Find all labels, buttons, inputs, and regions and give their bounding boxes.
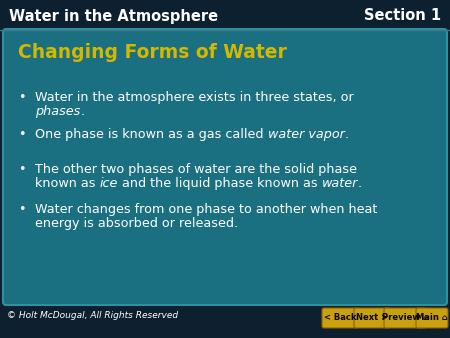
Text: Changing Forms of Water: Changing Forms of Water: [18, 43, 287, 62]
Text: water vapor: water vapor: [267, 128, 344, 141]
Text: Preview ⌂: Preview ⌂: [382, 314, 428, 322]
FancyBboxPatch shape: [3, 29, 447, 305]
Text: energy is absorbed or released.: energy is absorbed or released.: [35, 217, 238, 230]
Text: .: .: [358, 177, 362, 190]
Text: © Holt McDougal, All Rights Reserved: © Holt McDougal, All Rights Reserved: [7, 312, 178, 320]
Text: water: water: [321, 177, 358, 190]
Text: known as: known as: [35, 177, 99, 190]
Text: •: •: [18, 128, 26, 141]
Text: phases: phases: [35, 105, 80, 118]
FancyBboxPatch shape: [322, 308, 358, 328]
Text: One phase is known as a gas called: One phase is known as a gas called: [35, 128, 267, 141]
Text: and the liquid phase known as: and the liquid phase known as: [118, 177, 321, 190]
Text: •: •: [18, 163, 26, 176]
Text: Next >: Next >: [356, 314, 388, 322]
Text: .: .: [80, 105, 85, 118]
FancyBboxPatch shape: [354, 308, 390, 328]
Text: The other two phases of water are the solid phase: The other two phases of water are the so…: [35, 163, 357, 176]
Text: .: .: [344, 128, 348, 141]
Text: •: •: [18, 203, 26, 216]
Text: Section 1: Section 1: [364, 8, 441, 24]
FancyBboxPatch shape: [384, 308, 426, 328]
Text: < Back: < Back: [324, 314, 356, 322]
Text: Water in the atmosphere exists in three states, or: Water in the atmosphere exists in three …: [35, 91, 354, 104]
Text: Water in the Atmosphere: Water in the Atmosphere: [9, 8, 218, 24]
Text: ice: ice: [99, 177, 118, 190]
Text: •: •: [18, 91, 26, 104]
Text: Main ⌂: Main ⌂: [416, 314, 448, 322]
Text: Water changes from one phase to another when heat: Water changes from one phase to another …: [35, 203, 378, 216]
FancyBboxPatch shape: [416, 308, 448, 328]
